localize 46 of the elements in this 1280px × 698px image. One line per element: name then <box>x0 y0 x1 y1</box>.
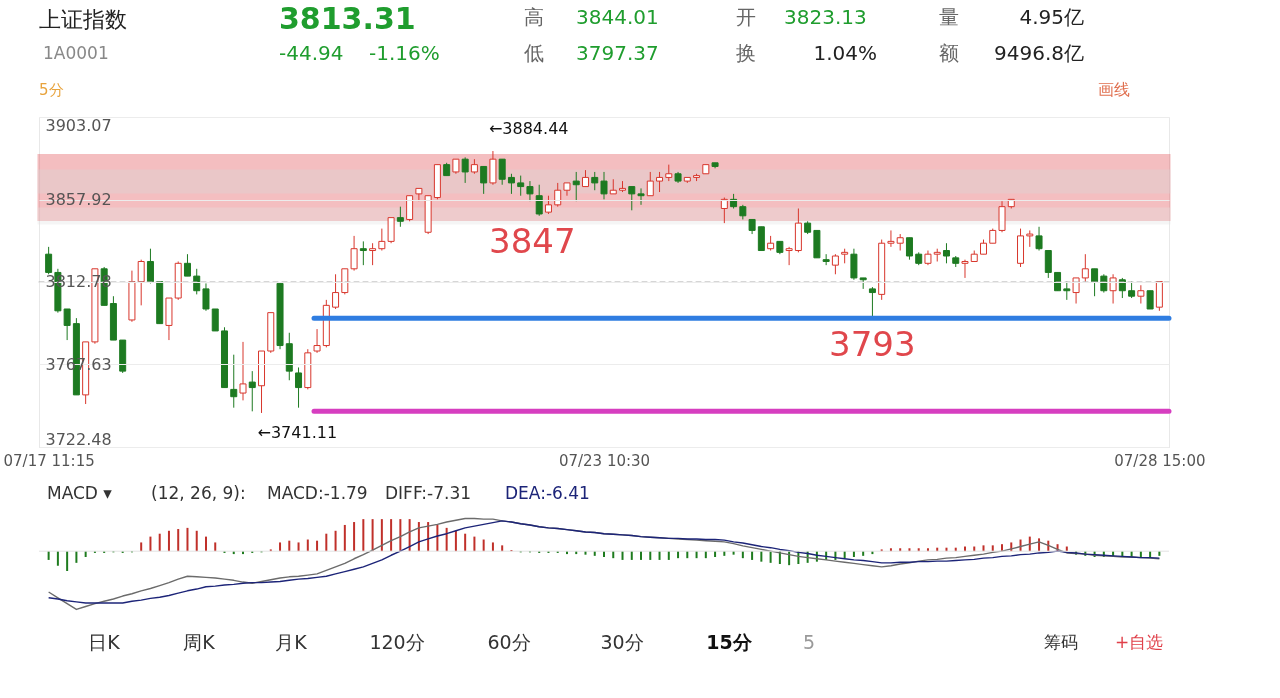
text: 30分 <box>600 631 644 653</box>
text: 高 <box>524 5 544 29</box>
y-tick-label: 3812.78 <box>45 272 112 292</box>
text: 5 <box>802 631 816 653</box>
text: 3797.37 <box>576 41 659 65</box>
text: 上证指数 <box>39 7 127 32</box>
text: 筹码 <box>1044 632 1078 652</box>
ref-line-label: 3793 <box>829 324 916 365</box>
y-tick-label: 3857.92 <box>45 190 112 209</box>
y-tick-label: 3767.63 <box>45 355 112 374</box>
x-tick-label: 07/23 10:30 <box>558 451 651 470</box>
text: +自选 <box>1114 632 1164 652</box>
text: 9496.8亿 <box>994 41 1084 65</box>
text: DIFF:-7.31 <box>385 483 472 503</box>
y-tick-label: 3722.48 <box>45 429 112 449</box>
text: 60分 <box>487 631 531 653</box>
text: -1.16% <box>369 41 440 65</box>
text: 月K <box>275 631 308 653</box>
text: MACD:-1.79 <box>267 483 368 503</box>
text: DEA:-6.41 <box>505 483 590 503</box>
text: 15分 <box>706 631 753 653</box>
text: MACD ▾ <box>47 483 113 503</box>
text: 额 <box>939 41 959 65</box>
text: 3823.13 <box>784 5 867 29</box>
text: 3813.31 <box>279 1 416 36</box>
band-label: 3847 <box>489 221 576 262</box>
x-tick-label: 07/17 11:15 <box>3 451 95 470</box>
text: 换 <box>736 41 756 65</box>
text: 量 <box>939 5 959 29</box>
text: -44.94 <box>279 41 344 65</box>
text: 画线 <box>1098 80 1130 99</box>
text: 日K <box>88 631 121 653</box>
text: 周K <box>183 631 216 653</box>
text: 4.95亿 <box>1019 5 1084 29</box>
text: 120分 <box>369 631 425 653</box>
y-tick-label: 3903.07 <box>45 115 112 135</box>
text: (12, 26, 9): <box>151 483 246 503</box>
annotation: ←3884.44 <box>488 119 569 139</box>
text: 1A0001 <box>43 43 109 63</box>
text: 1.04% <box>813 41 877 65</box>
text: 开 <box>736 5 756 29</box>
text: 低 <box>524 41 544 65</box>
text: 3844.01 <box>576 5 659 29</box>
annotation: ←3741.11 <box>257 422 338 442</box>
text: 5分 <box>39 81 64 99</box>
x-tick-label: 07/28 15:00 <box>1114 451 1206 470</box>
